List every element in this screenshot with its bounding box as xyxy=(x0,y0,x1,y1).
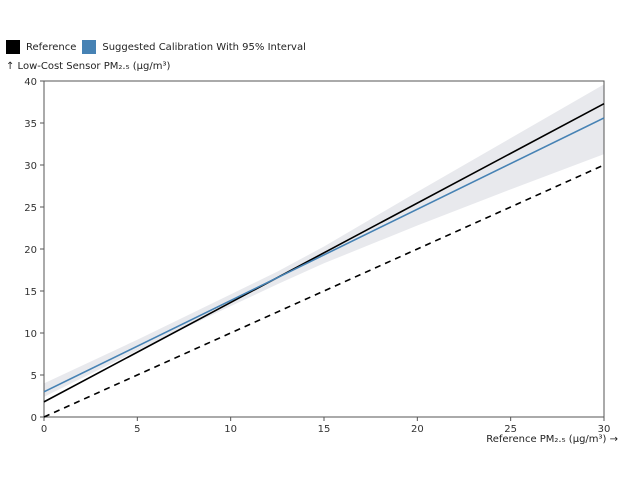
y-tick-label: 10 xyxy=(24,329,37,340)
y-tick-label: 30 xyxy=(24,161,37,172)
legend-label-reference: Reference xyxy=(26,41,77,53)
confidence-interval-band xyxy=(44,84,604,397)
y-tick-label: 15 xyxy=(24,287,37,298)
x-axis-label: Reference PM₂.₅ (μg/m³) → xyxy=(486,434,618,445)
x-tick-label: 30 xyxy=(598,424,611,435)
x-tick-label: 0 xyxy=(41,424,47,435)
x-tick-label: 10 xyxy=(224,424,237,435)
y-tick-label: 20 xyxy=(24,245,37,256)
legend: Reference Suggested Calibration With 95%… xyxy=(6,40,312,54)
legend-label-calibration: Suggested Calibration With 95% Interval xyxy=(102,41,306,53)
calibration-line xyxy=(43,117,605,393)
y-tick-label: 5 xyxy=(31,371,37,382)
legend-swatch-reference xyxy=(6,40,20,54)
y-tick-label: 25 xyxy=(24,203,37,214)
x-tick-label: 25 xyxy=(504,424,517,435)
identity-line-dashed xyxy=(43,164,605,418)
x-tick-label: 15 xyxy=(318,424,331,435)
reference-line xyxy=(43,102,605,403)
y-tick-label: 40 xyxy=(24,77,37,88)
legend-swatch-calibration xyxy=(82,40,97,54)
x-tick-label: 20 xyxy=(411,424,424,435)
x-tick-label: 5 xyxy=(134,424,140,435)
y-tick-label: 35 xyxy=(24,119,37,130)
y-tick-label: 0 xyxy=(31,413,37,424)
y-axis-label: ↑ Low-Cost Sensor PM₂.₅ (μg/m³) xyxy=(6,61,171,72)
